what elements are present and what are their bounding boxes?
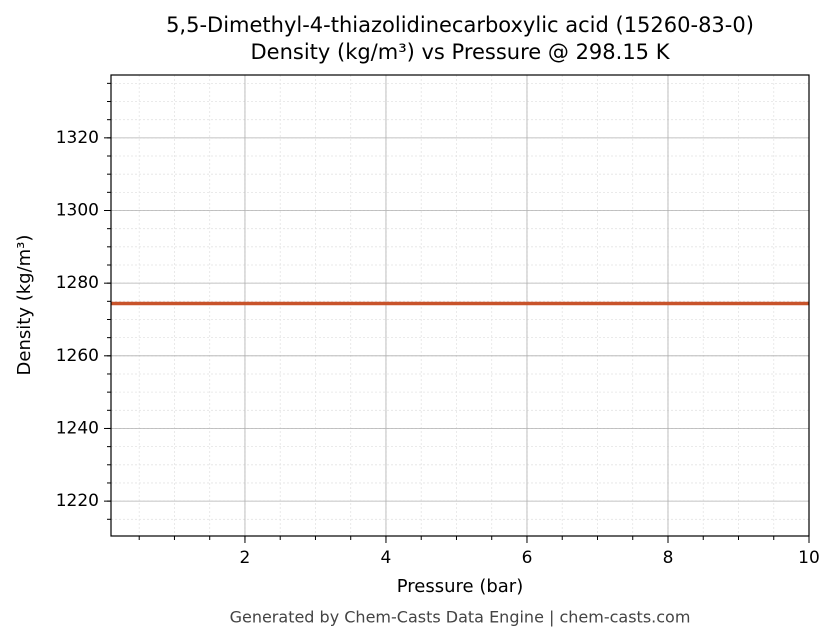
x-tick-label: 8 bbox=[663, 548, 674, 568]
y-tick-label: 1280 bbox=[56, 273, 99, 293]
chart-title: 5,5-Dimethyl-4-thiazolidinecarboxylic ac… bbox=[166, 13, 754, 37]
plot-frame bbox=[110, 74, 810, 537]
y-tick-label: 1300 bbox=[56, 201, 99, 221]
footer: Generated by Chem-Casts Data Engine | ch… bbox=[230, 608, 691, 627]
x-tick-label: 10 bbox=[798, 548, 820, 568]
y-tick-label: 1240 bbox=[56, 418, 99, 438]
x-tick-label: 2 bbox=[240, 548, 251, 568]
y-tick-label: 1260 bbox=[56, 346, 99, 366]
x-tick-label: 4 bbox=[381, 548, 392, 568]
chart-subtitle: Density (kg/m³) vs Pressure @ 298.15 K bbox=[250, 40, 670, 64]
x-axis-label: Pressure (bar) bbox=[397, 576, 523, 597]
x-tick-label: 6 bbox=[522, 548, 533, 568]
y-tick-label: 1220 bbox=[56, 491, 99, 511]
y-tick-label: 1320 bbox=[56, 128, 99, 148]
y-axis-label: Density (kg/m³) bbox=[14, 235, 35, 376]
